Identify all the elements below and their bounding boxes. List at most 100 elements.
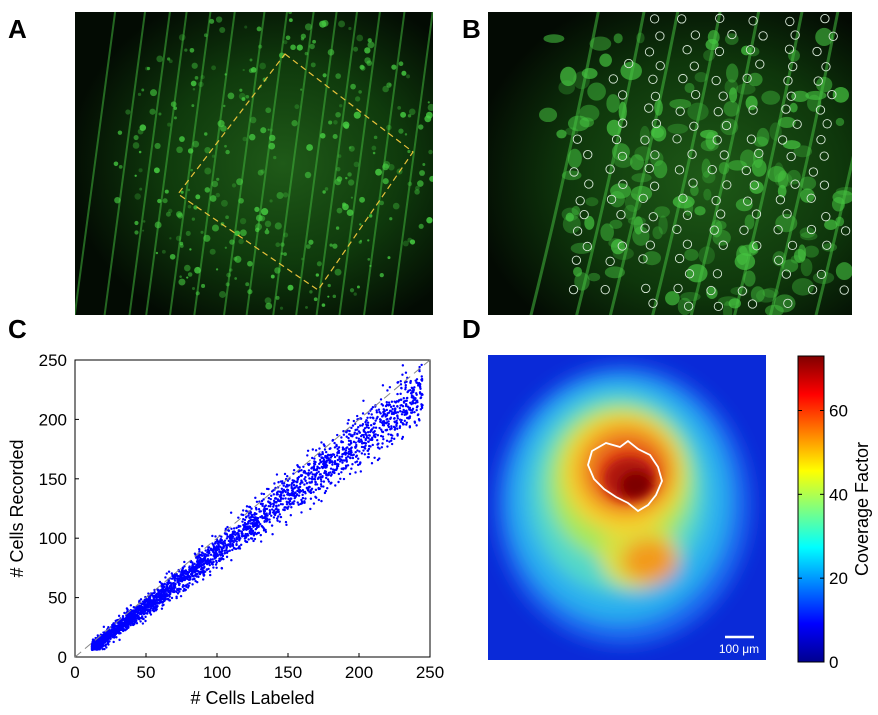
cell [296,44,303,51]
scatter-point [223,552,226,555]
cell-marker [571,255,582,265]
scatter-point [95,647,99,650]
cell-marker [689,61,699,71]
scatter-point [310,466,314,469]
scatter-point [233,539,237,542]
scatter-point [282,494,286,497]
cell [604,266,625,279]
scatter-point [154,598,158,602]
scatter-point [222,544,226,548]
scatter-point [193,577,196,581]
scatter-point [367,426,370,430]
scatter-point [178,578,182,582]
scatter-point [261,516,264,520]
cell [407,181,413,187]
scatter-point [365,426,368,429]
scatter-point [399,383,403,386]
cell-marker [655,61,665,71]
scatter-point [296,489,299,493]
scatter-point [363,430,366,433]
scatter-point [218,557,221,560]
scatter-point [404,371,408,374]
scatter-point [373,433,376,437]
cell-marker [785,16,795,27]
scatter-point [263,520,266,523]
scatter-point [198,564,201,567]
scatter-point [414,401,417,405]
fiber [391,12,433,315]
scatter-point [395,419,398,423]
scatter-point [261,504,264,507]
cell-marker [718,240,728,250]
scatter-point [278,513,282,516]
scatter-point [349,449,352,452]
scatter-point [359,438,363,441]
scatter-point [387,424,390,427]
scatter-point [287,497,290,501]
cell-marker [617,241,627,251]
scatter-point [135,611,139,614]
scatter-point [374,419,377,422]
cell [701,158,711,178]
cell [425,111,433,119]
scatter-point [415,399,419,402]
cell [653,160,668,179]
cell-marker [716,209,726,219]
scatter-point [137,606,141,610]
x-tick-label: 200 [345,663,373,682]
cell [224,246,227,249]
cell [219,290,226,298]
scatter-point [180,577,183,580]
cell [117,130,123,135]
scatter-point [371,438,374,441]
scatter-point [141,622,145,625]
cell [321,303,326,307]
scatter-point [127,614,130,617]
scatter-point [324,489,328,493]
scatter-point [231,548,234,552]
scatter-point [347,443,351,446]
scatter-point [306,454,309,457]
scatter-point [270,508,274,511]
cell [762,287,779,298]
scatter-point [392,404,395,408]
scatter-point [387,404,390,407]
scatter-point [327,471,331,475]
scatter-point [359,470,363,473]
cell [749,180,764,194]
scatter-point [294,491,297,494]
scatter-point [279,491,283,494]
cell-marker [784,44,795,54]
scatter-point [141,617,144,620]
scatter-point [321,452,325,456]
cell-marker [624,58,634,69]
cell [239,88,243,92]
cell [703,49,715,61]
cell [587,82,606,101]
scatter-point [262,498,265,501]
cell-marker [711,195,721,206]
scatter-point [160,594,164,597]
scale-bar-label: 100 μm [719,642,759,656]
scatter-point [355,414,359,418]
scatter-point [238,547,242,550]
cell [203,33,208,38]
scatter-point [308,481,311,484]
cell [581,67,598,80]
cell [589,36,612,51]
cell [180,190,184,194]
scatter-point [91,640,94,643]
colorbar-tick-label: 40 [829,485,848,504]
scatter-point [223,549,226,552]
scatter-point [245,505,249,508]
scatter-point [231,539,235,543]
cell [636,32,645,44]
cell [187,148,194,154]
cell [613,33,623,44]
colorbar-gradient [797,355,825,663]
scatter-point [413,397,417,400]
scatter-point [104,644,107,647]
cell-marker [648,212,658,222]
cell [312,39,316,44]
scatter-point [192,568,195,571]
